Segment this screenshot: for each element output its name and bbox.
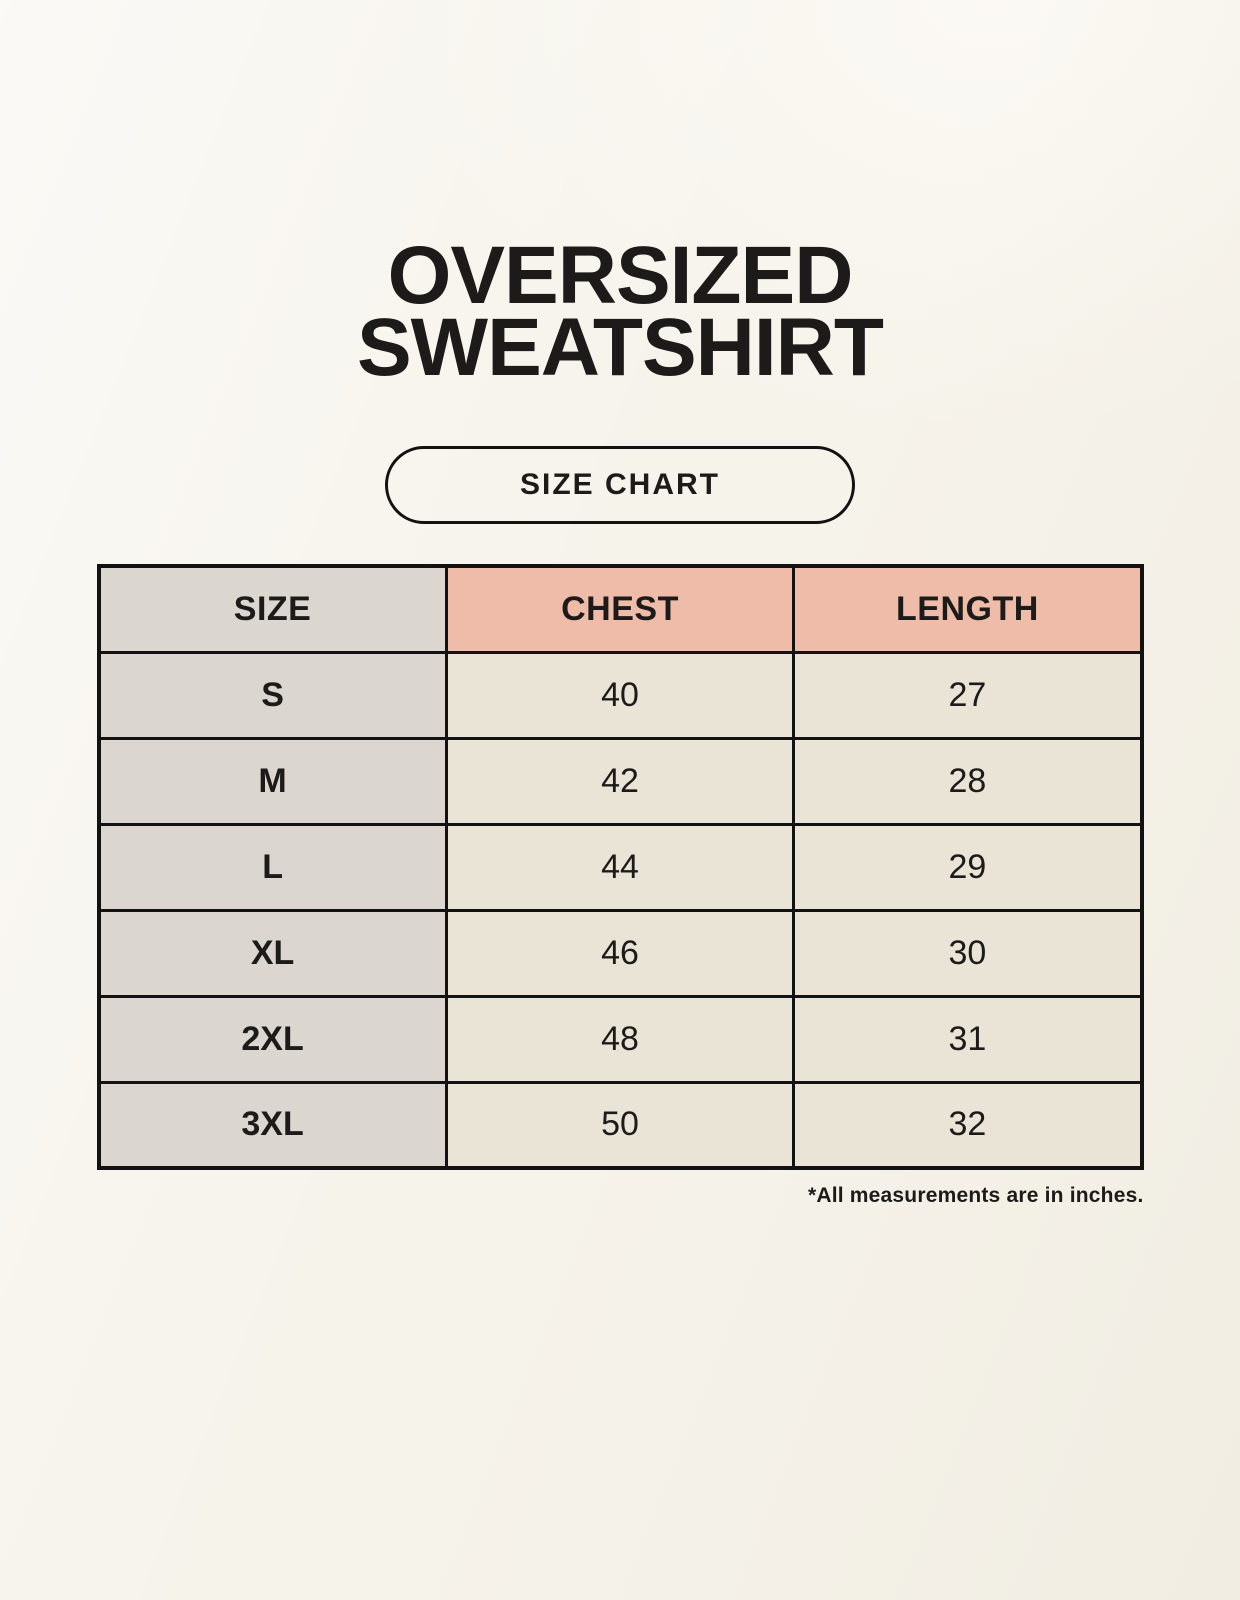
title-line-2: SWEATSHIRT (356, 302, 884, 393)
chest-cell: 44 (444, 822, 796, 912)
size-cell: 2XL (97, 994, 448, 1084)
chest-cell: 50 (444, 1080, 796, 1170)
size-table-section: SIZE CHEST LENGTH S 40 27 M 42 28 L (96, 564, 1144, 1208)
table-row: 2XL 48 31 (97, 994, 1143, 1084)
table-row: S 40 27 (97, 650, 1143, 740)
column-header-chest: CHEST (444, 564, 796, 654)
column-header-size: SIZE (97, 564, 448, 654)
size-chart-badge[interactable]: SIZE CHART (385, 446, 855, 524)
size-cell: L (97, 822, 448, 912)
length-cell: 29 (792, 822, 1143, 912)
column-header-length: LENGTH (792, 564, 1143, 654)
size-cell: 3XL (97, 1080, 448, 1170)
page-title: OVERSIZED SWEATSHIRT (0, 0, 1240, 393)
size-chart-badge-label: SIZE CHART (520, 468, 720, 501)
chest-cell: 42 (444, 736, 796, 826)
table-header-row: SIZE CHEST LENGTH (97, 564, 1143, 654)
length-cell: 28 (792, 736, 1143, 826)
chest-cell: 40 (444, 650, 796, 740)
chest-cell: 48 (444, 994, 796, 1084)
length-cell: 31 (792, 994, 1143, 1084)
length-cell: 27 (792, 650, 1143, 740)
table-row: XL 46 30 (97, 908, 1143, 998)
length-cell: 32 (792, 1080, 1143, 1170)
size-cell: XL (97, 908, 448, 998)
size-table: SIZE CHEST LENGTH S 40 27 M 42 28 L (96, 564, 1144, 1170)
table-row: L 44 29 (97, 822, 1143, 912)
table-row: 3XL 50 32 (97, 1080, 1143, 1170)
table-row: M 42 28 (97, 736, 1143, 826)
size-cell: M (97, 736, 448, 826)
measurements-footnote: *All measurements are in inches. (807, 1184, 1144, 1207)
title-line-1: OVERSIZED (387, 230, 854, 321)
size-cell: S (97, 650, 448, 740)
chest-cell: 46 (444, 908, 796, 998)
length-cell: 30 (792, 908, 1143, 998)
